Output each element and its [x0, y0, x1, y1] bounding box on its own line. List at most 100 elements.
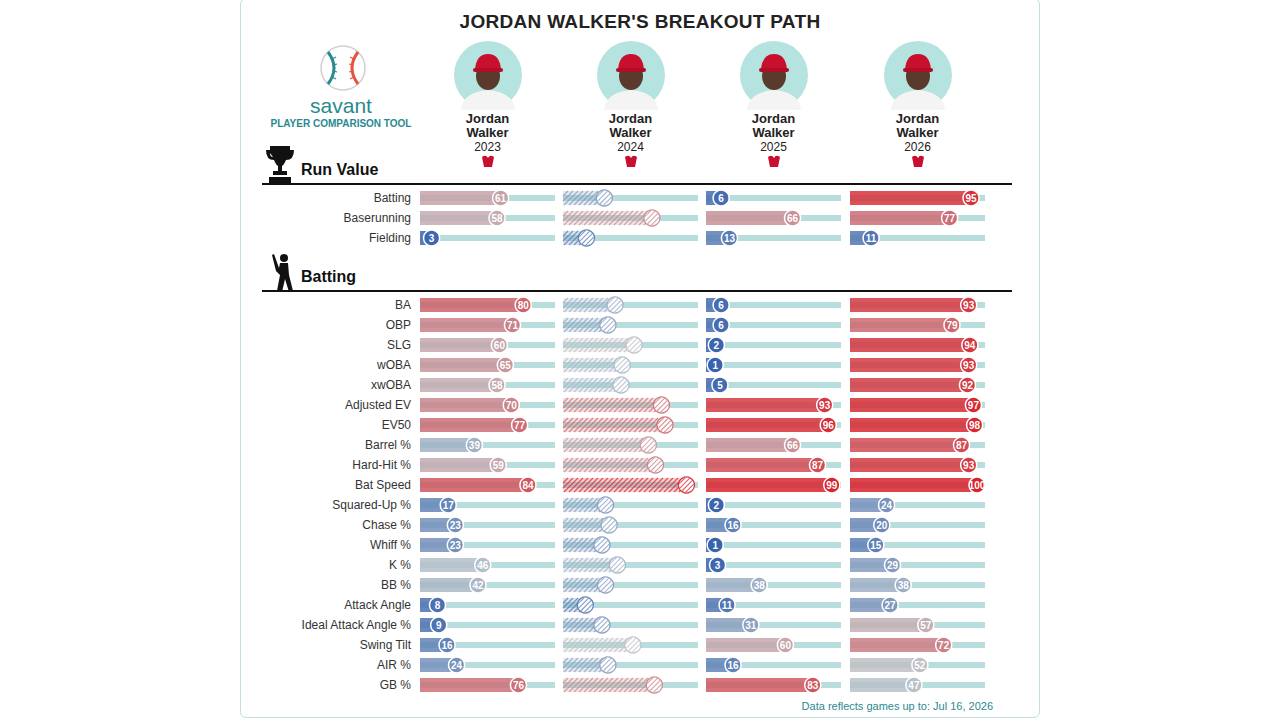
svg-text:47: 47 — [908, 680, 920, 691]
svg-text:16: 16 — [727, 660, 739, 671]
svg-text:93: 93 — [963, 300, 975, 311]
html-text:Walker: Walker — [466, 125, 509, 140]
svg-text:70: 70 — [506, 400, 518, 411]
svg-text:13: 13 — [724, 233, 736, 244]
svg-text:71: 71 — [507, 320, 519, 331]
svg-text:92: 92 — [962, 380, 974, 391]
svg-text:60: 60 — [494, 340, 506, 351]
svg-text:16: 16 — [727, 520, 739, 531]
svg-text:K %: K % — [389, 558, 411, 572]
svg-text:Swing Tilt: Swing Tilt — [360, 638, 412, 652]
svg-text:BB %: BB % — [381, 578, 411, 592]
html-text:savant: savant — [310, 94, 372, 117]
svg-text:6: 6 — [718, 300, 724, 311]
svg-text:98: 98 — [969, 420, 981, 431]
svg-text:66: 66 — [787, 440, 799, 451]
svg-text:79: 79 — [946, 320, 958, 331]
svg-text:29: 29 — [887, 560, 899, 571]
svg-text:76: 76 — [513, 680, 525, 691]
svg-text:65: 65 — [500, 360, 512, 371]
svg-text:27: 27 — [885, 600, 897, 611]
svg-text:57: 57 — [920, 620, 932, 631]
html-text:Walker: Walker — [609, 125, 652, 140]
svg-text:EV50: EV50 — [382, 418, 412, 432]
svg-text:15: 15 — [870, 540, 882, 551]
svg-text:61: 61 — [495, 193, 507, 204]
svg-text:AIR %: AIR % — [377, 658, 411, 672]
svg-text:Fielding: Fielding — [369, 231, 411, 245]
svg-text:8: 8 — [435, 600, 441, 611]
svg-text:59: 59 — [493, 460, 505, 471]
svg-text:16: 16 — [441, 640, 453, 651]
svg-text:66: 66 — [787, 213, 799, 224]
svg-text:6: 6 — [718, 320, 724, 331]
svg-text:Ideal Attack Angle %: Ideal Attack Angle % — [302, 618, 412, 632]
svg-text:Bat Speed: Bat Speed — [355, 478, 411, 492]
svg-text:99: 99 — [826, 480, 838, 491]
svg-text:20: 20 — [876, 520, 888, 531]
svg-text:5: 5 — [717, 380, 723, 391]
svg-text:Batting: Batting — [374, 191, 411, 205]
svg-text:23: 23 — [450, 520, 462, 531]
svg-text:96: 96 — [823, 420, 835, 431]
svg-text:24: 24 — [451, 660, 463, 671]
svg-text:38: 38 — [898, 580, 910, 591]
svg-text:SLG: SLG — [387, 338, 411, 352]
svg-text:60: 60 — [780, 640, 792, 651]
svg-text:58: 58 — [491, 213, 503, 224]
svg-text:46: 46 — [477, 560, 489, 571]
svg-text:39: 39 — [469, 440, 481, 451]
svg-text:3: 3 — [429, 233, 435, 244]
svg-text:2: 2 — [714, 340, 720, 351]
svg-text:38: 38 — [754, 580, 766, 591]
svg-text:Adjusted EV: Adjusted EV — [345, 398, 411, 412]
svg-text:87: 87 — [956, 440, 968, 451]
svg-text:94: 94 — [964, 340, 976, 351]
svg-text:93: 93 — [963, 460, 975, 471]
svg-text:42: 42 — [472, 580, 484, 591]
html-text:Batting: Batting — [301, 268, 357, 285]
svg-text:11: 11 — [722, 600, 733, 611]
svg-text:97: 97 — [968, 400, 980, 411]
svg-text:77: 77 — [944, 213, 956, 224]
svg-text:Chase %: Chase % — [362, 518, 411, 532]
svg-text:Squared-Up %: Squared-Up % — [332, 498, 411, 512]
svg-text:Baserunning: Baserunning — [344, 211, 411, 225]
svg-text:1: 1 — [712, 540, 718, 551]
svg-text:84: 84 — [522, 480, 534, 491]
svg-text:87: 87 — [812, 460, 824, 471]
svg-text:72: 72 — [938, 640, 950, 651]
svg-text:wOBA: wOBA — [376, 358, 411, 372]
html-text:JORDAN WALKER'S BREAKOUT PATH: JORDAN WALKER'S BREAKOUT PATH — [459, 11, 821, 32]
svg-text:Whiff %: Whiff % — [370, 538, 411, 552]
svg-text:83: 83 — [807, 680, 819, 691]
svg-text:Hard-Hit %: Hard-Hit % — [352, 458, 411, 472]
svg-text:2: 2 — [714, 500, 720, 511]
svg-text:GB %: GB % — [380, 678, 412, 692]
svg-text:31: 31 — [745, 620, 757, 631]
svg-text:Barrel %: Barrel % — [365, 438, 411, 452]
svg-text:80: 80 — [518, 300, 530, 311]
svg-text:3: 3 — [715, 560, 721, 571]
svg-text:24: 24 — [881, 500, 893, 511]
svg-text:1: 1 — [712, 360, 718, 371]
svg-text:OBP: OBP — [386, 318, 411, 332]
svg-text:BA: BA — [395, 298, 411, 312]
svg-text:93: 93 — [963, 360, 975, 371]
svg-text:17: 17 — [443, 500, 455, 511]
html-text:Run Value: Run Value — [301, 161, 379, 178]
svg-text:11: 11 — [866, 233, 877, 244]
svg-text:100: 100 — [969, 480, 986, 491]
svg-text:95: 95 — [965, 193, 977, 204]
svg-text:6: 6 — [718, 193, 724, 204]
svg-text:Attack Angle: Attack Angle — [344, 598, 411, 612]
svg-text:77: 77 — [514, 420, 526, 431]
svg-text:52: 52 — [914, 660, 926, 671]
svg-text:xwOBA: xwOBA — [371, 378, 411, 392]
svg-text:58: 58 — [491, 380, 503, 391]
html-text:Jordan: Jordan — [465, 111, 510, 126]
svg-text:93: 93 — [819, 400, 831, 411]
svg-text:9: 9 — [436, 620, 442, 631]
html-text:Jordan: Jordan — [608, 111, 653, 126]
svg-text:23: 23 — [450, 540, 462, 551]
